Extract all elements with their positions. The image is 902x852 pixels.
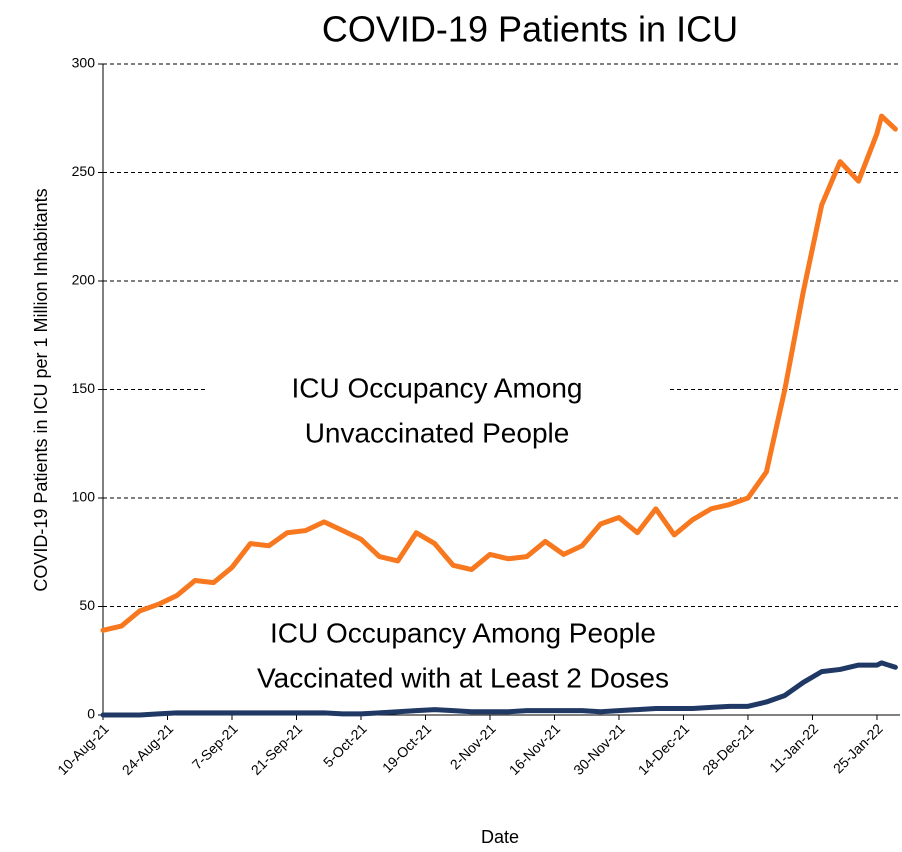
x-tick-label: 2-Nov-21 — [447, 720, 499, 772]
y-tick-label: 250 — [72, 163, 96, 179]
x-tick-label: 30-Nov-21 — [570, 720, 628, 778]
x-tick-label: 28-Dec-21 — [699, 720, 757, 778]
annotation-background — [207, 370, 667, 460]
y-tick-label: 50 — [79, 597, 95, 613]
y-tick-label: 0 — [87, 706, 95, 722]
annotation: ICU Occupancy Among — [291, 372, 582, 403]
y-tick-label: 100 — [72, 489, 96, 505]
x-axis-title: Date — [481, 827, 519, 847]
y-axis-title: COVID-19 Patients in ICU per 1 Million I… — [31, 188, 51, 591]
y-tick-label: 300 — [72, 55, 96, 71]
y-tick-label: 150 — [72, 380, 96, 396]
x-tick-label: 21-Sep-21 — [248, 720, 306, 778]
x-tick-label: 10-Aug-21 — [54, 720, 112, 778]
x-tick-label: 19-Oct-21 — [379, 720, 434, 775]
annotation: Unvaccinated People — [305, 417, 570, 448]
x-tick-label: 11-Jan-22 — [766, 720, 821, 775]
x-tick-label: 16-Nov-21 — [506, 720, 564, 778]
x-tick-label: 7-Sep-21 — [189, 720, 241, 772]
y-tick-label: 200 — [72, 272, 96, 288]
annotation: ICU Occupancy Among People — [270, 617, 656, 648]
x-tick-label: 25-Jan-22 — [830, 720, 886, 776]
x-tick-label: 14-Dec-21 — [635, 720, 693, 778]
x-tick-label: 5-Oct-21 — [320, 720, 370, 770]
data-line — [100, 113, 898, 633]
chart-title: COVID-19 Patients in ICU — [322, 9, 738, 50]
x-tick-label: 24-Aug-21 — [119, 720, 177, 778]
annotation: Vaccinated with at Least 2 Doses — [257, 662, 669, 693]
data-line — [100, 660, 898, 718]
